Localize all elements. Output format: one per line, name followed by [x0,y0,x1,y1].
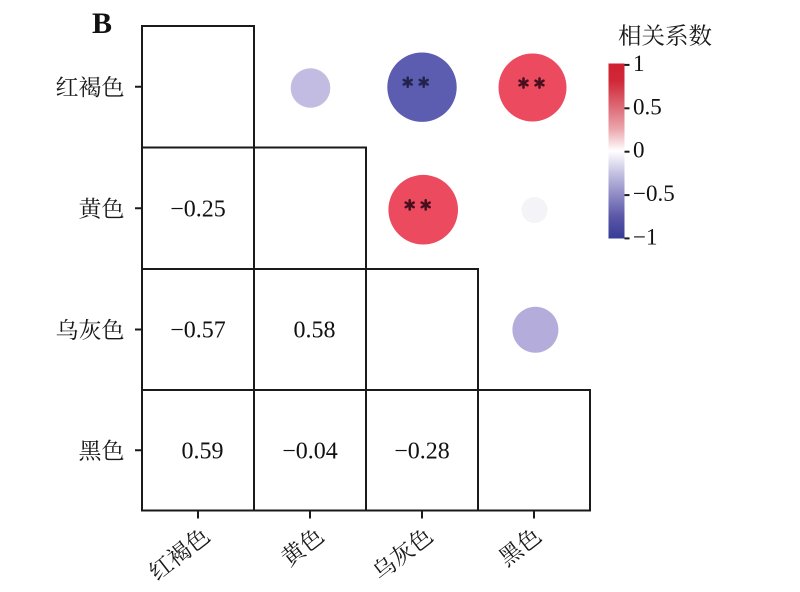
svg-text:−1: −1 [633,224,657,249]
svg-text:0.58: 0.58 [294,318,336,344]
svg-text:1: 1 [633,51,645,76]
svg-text:0: 0 [633,138,645,163]
svg-text:0.59: 0.59 [182,438,224,464]
svg-text:0.5: 0.5 [633,94,662,119]
svg-text:−0.5: −0.5 [633,181,675,206]
svg-text:−0.28: −0.28 [394,438,450,464]
svg-text:−0.57: −0.57 [170,318,226,344]
svg-text:−0.04: −0.04 [282,438,338,464]
svg-text:B: B [92,7,112,40]
svg-text:−0.25: −0.25 [170,196,226,222]
